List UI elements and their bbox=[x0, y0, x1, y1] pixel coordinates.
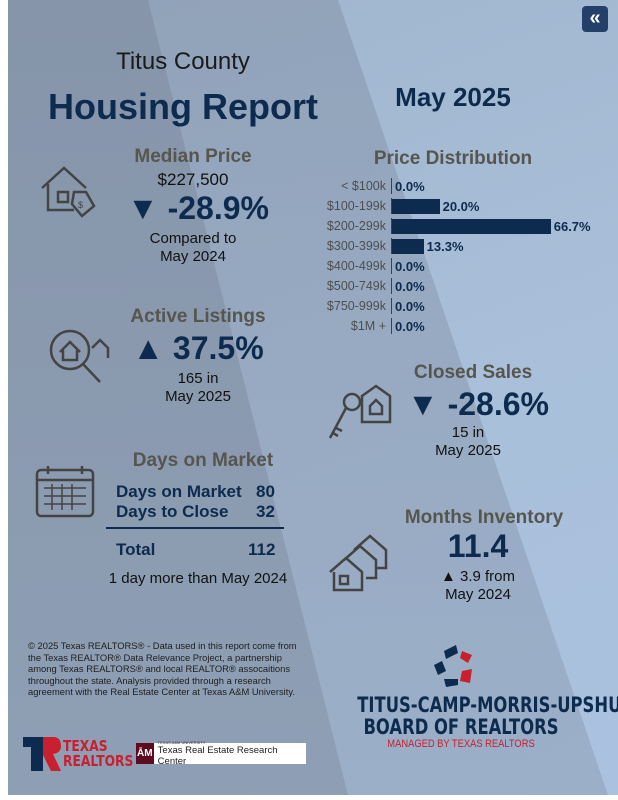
inventory-period: May 2024 bbox=[445, 586, 511, 603]
closed-sales-period: May 2025 bbox=[435, 442, 501, 459]
category-label: $300-399k bbox=[326, 239, 386, 253]
days-comparison-note: 1 day more than May 2024 bbox=[108, 570, 288, 587]
disclaimer: © 2025 Texas REALTORS® - Data used in th… bbox=[28, 640, 297, 697]
data-label: 20.0% bbox=[442, 198, 480, 214]
texas-realtors-star-icon bbox=[23, 737, 61, 771]
bar bbox=[392, 238, 424, 254]
median-price-title: Median Price bbox=[134, 146, 252, 167]
closed-sales-change: ▼ -28.6% bbox=[407, 386, 549, 422]
closed-sales-title: Closed Sales bbox=[413, 362, 533, 383]
category-label: $400-499k bbox=[326, 259, 386, 273]
total-value: 112 bbox=[248, 540, 276, 559]
chart-row: $750-999k 0.0% bbox=[314, 297, 425, 315]
page-title: Housing Report bbox=[48, 86, 318, 127]
active-listings-change: ▲ 37.5% bbox=[132, 330, 264, 366]
house-price-tag-icon: $ bbox=[41, 166, 96, 218]
data-label: 0.0% bbox=[395, 258, 425, 274]
price-distribution-title: Price Distribution bbox=[373, 148, 533, 169]
chart-row: $500-749k 0.0% bbox=[314, 277, 425, 295]
data-label: 0.0% bbox=[395, 298, 425, 314]
median-compare-period: May 2024 bbox=[160, 248, 226, 265]
total-label: Total bbox=[116, 540, 156, 559]
days-to-close-value: 32 bbox=[256, 502, 275, 521]
tamu-logo-icon: ĀM bbox=[136, 743, 154, 764]
days-on-market-title: Days on Market bbox=[132, 450, 274, 471]
category-label: $1M + bbox=[350, 319, 386, 333]
chart-row: $100-199k 20.0% bbox=[314, 197, 479, 215]
days-on-market-value: 80 bbox=[256, 482, 275, 501]
category-label: < $100k bbox=[341, 179, 386, 193]
active-listings-period: May 2025 bbox=[165, 388, 231, 405]
board-star-logo-icon bbox=[434, 645, 472, 687]
houses-icon bbox=[329, 534, 388, 592]
axis-tick bbox=[391, 218, 392, 234]
county-name: Titus County bbox=[116, 48, 250, 75]
texas-realtors-logo: TEXAS REALTORS bbox=[23, 737, 149, 771]
data-label: 66.7% bbox=[553, 218, 591, 234]
category-label: $500-749k bbox=[326, 279, 386, 293]
category-label: $200-299k bbox=[326, 219, 386, 233]
median-price-value: $227,500 bbox=[157, 170, 229, 189]
axis-tick bbox=[391, 178, 392, 194]
calendar-icon bbox=[35, 466, 95, 518]
board-name-line1: TITUS-CAMP-MORRIS-UPSHUR bbox=[357, 693, 618, 717]
closed-sales-count: 15 in bbox=[451, 424, 485, 441]
days-on-market-label: Days on Market bbox=[116, 482, 242, 501]
chart-row: $1M + 0.0% bbox=[314, 317, 425, 335]
category-label: $750-999k bbox=[326, 299, 386, 313]
chart-row: $400-499k 0.0% bbox=[314, 257, 425, 275]
board-managed-by: MANAGED BY TEXAS REALTORS bbox=[387, 738, 535, 750]
data-label: 0.0% bbox=[395, 278, 425, 294]
data-label: 13.3% bbox=[426, 238, 464, 254]
report-period: May 2025 bbox=[395, 82, 511, 112]
axis-tick bbox=[391, 198, 392, 214]
chart-row: < $100k 0.0% bbox=[314, 177, 425, 195]
median-compare-label: Compared to bbox=[149, 230, 237, 247]
axis-tick bbox=[391, 258, 392, 274]
tamu-real-estate-center-logo: ĀM TEXAS A&M UNIVERSITY Texas Real Estat… bbox=[136, 740, 306, 767]
active-listings-count: 165 in bbox=[177, 370, 219, 387]
svg-text:$: $ bbox=[78, 200, 83, 210]
housing-report: « Titus County Housing Report May 2025 $… bbox=[8, 0, 618, 795]
axis-tick bbox=[391, 298, 392, 314]
bar bbox=[392, 198, 440, 214]
inventory-change: ▲ 3.9 from bbox=[440, 568, 516, 585]
tamu-center-name: Texas Real Estate Research Center bbox=[157, 745, 278, 767]
days-to-close-label: Days to Close bbox=[116, 502, 229, 521]
months-inventory-value: 11.4 bbox=[447, 528, 509, 564]
logo-text-texas: TEXAS bbox=[63, 737, 108, 755]
data-label: 0.0% bbox=[395, 318, 425, 334]
active-listings-title: Active Listings bbox=[130, 306, 266, 327]
months-inventory-title: Months Inventory bbox=[404, 507, 564, 528]
axis-tick bbox=[391, 318, 392, 334]
tamu-small-text: TEXAS A&M UNIVERSITY bbox=[157, 740, 206, 745]
double-chevron-left-icon[interactable]: « bbox=[582, 6, 608, 32]
key-house-icon bbox=[328, 384, 392, 439]
axis-tick bbox=[391, 238, 392, 254]
median-price-change: ▼ -28.9% bbox=[127, 190, 269, 226]
data-label: 0.0% bbox=[395, 178, 425, 194]
chart-row: $200-299k 66.7% bbox=[314, 217, 591, 235]
divider bbox=[106, 527, 284, 529]
magnifier-house-icon bbox=[49, 329, 110, 383]
chart-row: $300-399k 13.3% bbox=[314, 237, 464, 255]
board-name-line2: BOARD OF REALTORS bbox=[363, 715, 559, 739]
axis-tick bbox=[391, 278, 392, 294]
category-label: $100-199k bbox=[326, 199, 386, 213]
logo-text-realtors: REALTORS bbox=[63, 752, 134, 770]
bar bbox=[392, 218, 551, 234]
